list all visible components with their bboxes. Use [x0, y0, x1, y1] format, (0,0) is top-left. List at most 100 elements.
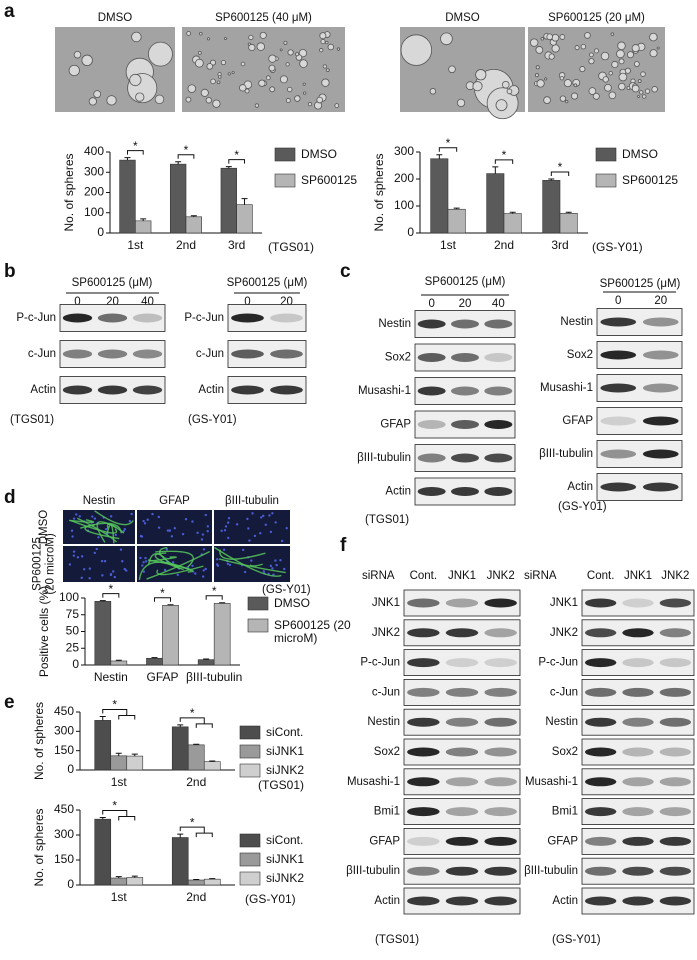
nucleus [264, 523, 267, 526]
cell-sphere [299, 59, 308, 68]
nucleus [220, 529, 223, 532]
blot-band [484, 420, 513, 429]
significance-bracket [102, 810, 136, 821]
cell-sphere [295, 52, 300, 57]
cell-sphere [302, 82, 306, 86]
error-bar [453, 207, 460, 210]
blot-band [97, 385, 128, 395]
cell-sphere [580, 43, 587, 50]
panel-label: d [4, 487, 16, 508]
cell-sphere [534, 73, 539, 78]
cell-sphere [268, 64, 276, 72]
blot-band [132, 385, 163, 395]
cell-sphere [440, 32, 453, 46]
blot-strip [596, 440, 683, 468]
cell-sphere [294, 95, 301, 102]
blot-band [600, 350, 637, 360]
cell-sphere [320, 39, 326, 45]
error-bar [140, 218, 147, 221]
nucleus [144, 556, 147, 560]
column-label: Nestin [83, 495, 116, 507]
cell-sphere [185, 96, 192, 103]
significance-bracket [179, 826, 213, 838]
legend-swatch [595, 147, 617, 162]
cell-sphere [631, 84, 640, 93]
cell-sphere [106, 95, 117, 106]
nucleus [163, 568, 167, 572]
nucleus [130, 512, 133, 516]
cell-sphere [322, 64, 327, 69]
cell-sphere [81, 54, 93, 66]
nucleus [80, 576, 83, 580]
cell-sphere [217, 75, 222, 79]
significance-bracket [179, 717, 213, 728]
blot-band [445, 777, 479, 787]
blot-band [584, 687, 617, 697]
y-tick-label: 100 [394, 198, 414, 212]
y-tick-label: 100 [84, 205, 104, 219]
legend-entry: DMSO [274, 597, 310, 610]
error-bar [177, 833, 184, 838]
blot-band [270, 385, 303, 395]
blot-row-label: c-Jun [196, 348, 224, 360]
nucleus [141, 564, 144, 567]
bar [135, 220, 152, 234]
nucleus [114, 533, 117, 537]
blot-band [417, 420, 446, 429]
cell-sphere [626, 51, 634, 59]
nucleus [227, 536, 230, 540]
nucleus [104, 527, 108, 531]
cell-sphere [495, 99, 508, 112]
nucleus [97, 536, 100, 539]
blot-band [584, 807, 617, 817]
cell-sphere [187, 84, 197, 93]
blot-row-label: βIII-tubulin [357, 452, 411, 464]
significance-mark: * [234, 148, 239, 162]
nucleus [248, 539, 251, 542]
blot-row-label: Actin [385, 486, 411, 498]
blot-band [451, 353, 479, 362]
legend-entry: SP600125 (20 microM) [274, 619, 351, 645]
legend-label: siCont. [266, 725, 304, 739]
cell-sphere [624, 67, 631, 74]
cell-sphere [637, 95, 640, 98]
cell-sphere [593, 48, 600, 54]
cell-sphere [334, 103, 340, 108]
legend-label: SP600125 [301, 173, 358, 187]
blot-band [445, 807, 479, 817]
cell-sphere [68, 64, 80, 77]
cell-sphere [336, 47, 341, 51]
cell-sphere [610, 32, 615, 36]
cell-sphere [197, 50, 202, 55]
blot-band [451, 319, 479, 329]
cell-sphere [131, 31, 142, 43]
cell-sphere [618, 82, 626, 91]
nucleus [269, 530, 273, 534]
blot-band [622, 836, 654, 846]
x-tick-label: 2nd [186, 775, 206, 789]
blot-band [484, 487, 513, 496]
blot-band [445, 658, 479, 668]
blot-band [270, 313, 303, 323]
blot-row-label: Nestin [560, 316, 593, 328]
nucleus [271, 567, 274, 570]
nucleus [173, 527, 176, 530]
fiber [156, 565, 204, 576]
blot-band [417, 319, 446, 329]
cell-sphere [307, 102, 313, 107]
cell-sphere [546, 33, 553, 41]
blot-band [584, 628, 617, 638]
nucleus [113, 575, 116, 579]
fiber [218, 558, 286, 574]
bar [236, 204, 253, 234]
nucleus [285, 526, 288, 530]
nucleus [181, 532, 185, 536]
nucleus [280, 539, 284, 543]
fiber [249, 563, 263, 567]
blot-row-label: GFAP [380, 419, 411, 431]
blot-band [97, 349, 128, 359]
blot-band [659, 628, 692, 638]
fiber [94, 510, 134, 526]
nucleus [103, 560, 107, 563]
blot-row-label: JNK2 [550, 627, 578, 639]
